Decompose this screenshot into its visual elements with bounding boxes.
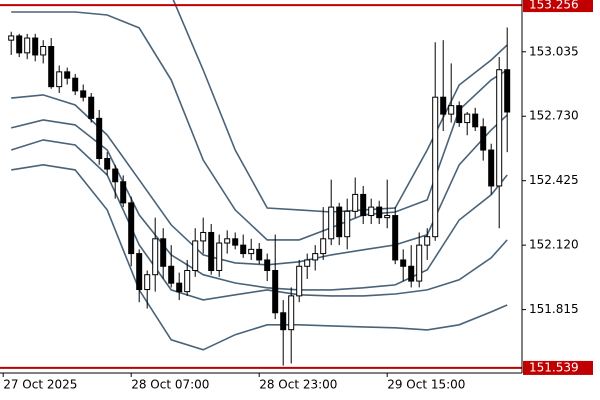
y-tick-label: 153.035: [529, 44, 579, 58]
candle-body: [504, 69, 511, 113]
candle-body: [336, 206, 343, 238]
x-tick-label: 28 Oct 23:00: [259, 378, 337, 392]
candle-body: [152, 238, 159, 276]
candle-body: [136, 253, 143, 291]
candle-body: [40, 45, 47, 56]
y-tick-label: 151.815: [529, 302, 579, 316]
candle-body: [312, 253, 319, 261]
candle-body: [144, 274, 151, 291]
candle-body: [368, 206, 375, 217]
price-label-box: [523, 360, 593, 375]
candle-body: [408, 265, 415, 282]
candle-body: [216, 242, 223, 272]
candle-body: [456, 105, 463, 124]
candle-body: [192, 240, 199, 272]
candle-body: [224, 238, 231, 244]
candle-body: [160, 238, 167, 267]
candle-body: [8, 35, 15, 41]
candle-body: [496, 69, 503, 187]
candle-body: [232, 238, 239, 246]
candle-body: [112, 168, 119, 183]
candle-body: [208, 231, 215, 272]
candle-body: [432, 96, 439, 238]
x-tick-label: 28 Oct 07:00: [131, 378, 209, 392]
candle-body: [168, 265, 175, 284]
candle-body: [296, 265, 303, 297]
candle-body: [392, 215, 399, 261]
candle-body: [488, 149, 495, 187]
price-label-box: [523, 0, 593, 13]
candle-body: [272, 270, 279, 314]
candle-body: [480, 126, 487, 151]
candle-body: [472, 113, 479, 128]
band-line: [10, 139, 508, 301]
candle-body: [120, 181, 127, 204]
candle-body: [384, 215, 391, 219]
candle-body: [376, 206, 383, 219]
candle-body: [424, 236, 431, 246]
price-label: 153.256: [529, 0, 579, 12]
candle-body: [344, 210, 351, 238]
candle-body: [328, 206, 335, 240]
x-tick-label: 29 Oct 15:00: [387, 378, 465, 392]
candle-body: [176, 282, 183, 293]
y-tick-label: 152.730: [529, 109, 579, 123]
candle-body: [352, 193, 359, 212]
candle-body: [64, 71, 71, 79]
y-tick-label: 152.120: [529, 238, 579, 252]
candle-body: [264, 259, 271, 272]
candle-body: [56, 71, 63, 88]
band-line: [11, 163, 508, 351]
candle-body: [360, 193, 367, 217]
candle-body: [88, 96, 95, 119]
candle-body: [16, 35, 23, 54]
candle-body: [288, 295, 295, 331]
y-tick-label: 152.425: [529, 173, 579, 187]
candle-body: [24, 37, 31, 54]
candle-body: [240, 244, 247, 255]
candle-body: [440, 96, 447, 115]
axes: 153.035 152.730 152.425 152.120 151.815 27 Oc…: [0, 0, 593, 392]
candle-body: [72, 77, 79, 92]
candle-body: [248, 248, 255, 255]
candle-body: [280, 312, 287, 331]
candle-body: [32, 37, 39, 56]
x-tick-label: 27 Oct 2025: [3, 378, 77, 392]
candle-body: [184, 270, 191, 293]
candle-body: [304, 259, 311, 267]
price-label: 151.539: [529, 360, 579, 374]
candle-body: [464, 113, 471, 124]
candle-body: [128, 202, 135, 255]
plot: [8, 0, 511, 366]
candle-body: [448, 105, 455, 115]
candle-body: [400, 259, 407, 267]
candle-body: [200, 231, 207, 242]
candle-body: [320, 238, 327, 255]
candle-body: [80, 90, 87, 98]
candle-body: [96, 117, 103, 159]
candle-body: [104, 157, 111, 170]
candle-body: [48, 45, 55, 88]
candle-body: [256, 248, 263, 261]
candle-body: [416, 244, 423, 282]
